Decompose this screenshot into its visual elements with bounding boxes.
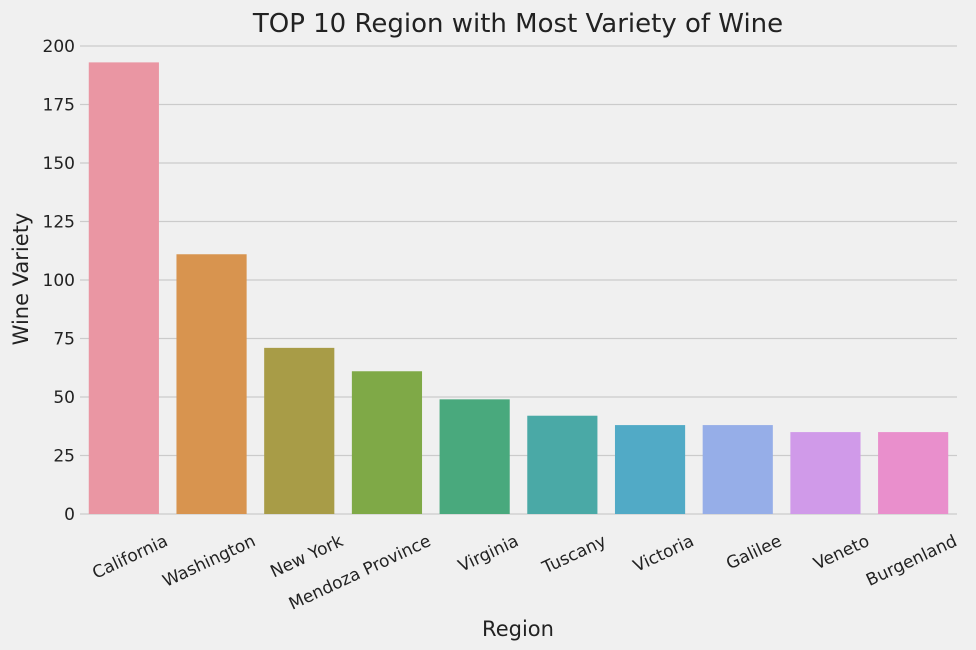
bar — [351, 371, 423, 514]
bar — [614, 425, 686, 514]
y-tick-label: 75 — [53, 330, 75, 350]
bar — [790, 432, 861, 514]
bars — [88, 62, 949, 514]
x-tick-label: Burgenland — [863, 531, 960, 590]
bar — [527, 415, 598, 514]
y-tick-label: 100 — [43, 271, 75, 291]
bar — [176, 254, 247, 514]
y-axis-label: Wine Variety — [9, 213, 33, 346]
x-tick-label: Virginia — [455, 531, 522, 576]
y-tick-label: 50 — [53, 388, 75, 408]
bar — [439, 399, 510, 514]
y-tick-labels: 0 25 50 75 100 125 150 175 200 — [43, 37, 75, 525]
x-tick-label: Victoria — [630, 531, 697, 576]
x-tick-label: California — [89, 531, 171, 583]
y-tick-label: 200 — [43, 37, 75, 57]
x-axis-label: Region — [482, 617, 554, 641]
bar — [88, 62, 159, 514]
y-tick-label: 175 — [43, 96, 75, 116]
bar — [702, 425, 773, 514]
x-tick-label: Galilee — [723, 531, 785, 574]
x-tick-label: Mendoza Province — [286, 531, 434, 614]
chart-title: TOP 10 Region with Most Variety of Wine — [252, 9, 783, 39]
y-tick-label: 150 — [43, 154, 75, 174]
y-tick-label: 25 — [53, 447, 75, 467]
y-tick-label: 0 — [64, 505, 75, 525]
x-tick-label: Tuscany — [539, 531, 610, 578]
x-tick-label: Veneto — [811, 531, 873, 574]
y-tick-label: 125 — [43, 213, 75, 233]
x-tick-label: Washington — [160, 531, 259, 591]
bar — [264, 347, 335, 514]
bar — [878, 432, 949, 514]
